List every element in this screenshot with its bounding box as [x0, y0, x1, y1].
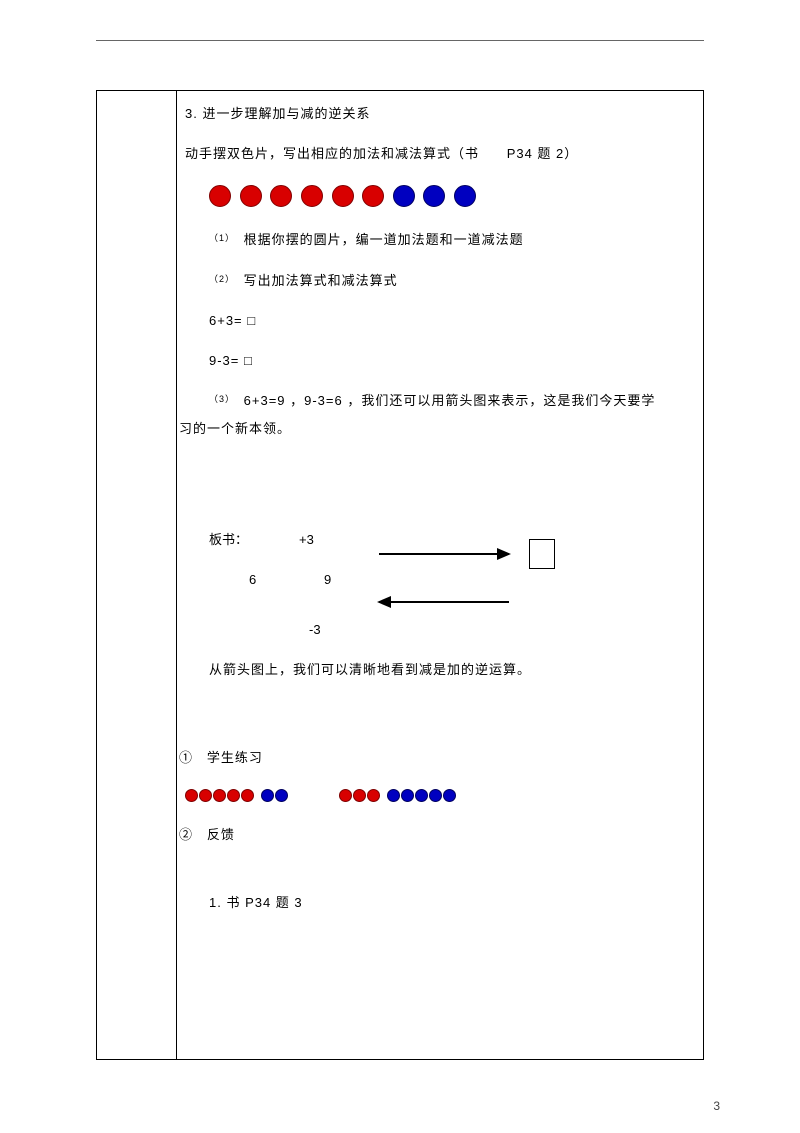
- board-diagram: 板书： +3 6 9 -3: [209, 531, 687, 661]
- dot-red: [213, 789, 226, 802]
- dot-blue: [401, 789, 414, 802]
- dot-blue: [261, 789, 274, 802]
- feedback-text: 反馈: [207, 827, 235, 842]
- feedback-num: ②: [179, 827, 193, 842]
- circle-group-2: [339, 789, 457, 802]
- disc-red: [362, 185, 384, 207]
- q1-text: 根据你摆的圆片，编一道加法题和一道减法题: [244, 232, 524, 247]
- q2-line: （2） 写出加法算式和减法算式: [209, 272, 687, 290]
- n9-label: 9: [324, 571, 331, 589]
- dot-red: [241, 789, 254, 802]
- q2-text: 写出加法算式和减法算式: [244, 273, 398, 288]
- feedback-heading: ② 反馈: [179, 826, 687, 844]
- content-table: 3. 进一步理解加与减的逆关系 动手摆双色片，写出相应的加法和减法算式（书 P3…: [96, 90, 704, 1060]
- practice-num: ①: [179, 750, 193, 765]
- circle-group-1: [185, 789, 289, 802]
- right-column: 3. 进一步理解加与减的逆关系 动手摆双色片，写出相应的加法和减法算式（书 P3…: [177, 91, 703, 1059]
- dot-blue: [387, 789, 400, 802]
- intro-a: 动手摆双色片，写出相应的加法和减法算式（书: [185, 146, 479, 161]
- box-shape: [529, 539, 555, 569]
- q2-num: （2）: [209, 274, 235, 284]
- q1-line: （1） 根据你摆的圆片，编一道加法题和一道减法题: [209, 231, 687, 249]
- disc-blue: [423, 185, 445, 207]
- q3-num: （3）: [209, 394, 235, 404]
- arrow-right: [379, 553, 509, 555]
- practice-heading: ① 学生练习: [179, 749, 687, 767]
- practice-text: 学生练习: [207, 750, 263, 765]
- circle-row-main: [209, 185, 687, 207]
- dot-red: [185, 789, 198, 802]
- section-heading: 3. 进一步理解加与减的逆关系: [185, 105, 687, 123]
- q1-num: （1）: [209, 233, 235, 243]
- disc-red: [240, 185, 262, 207]
- dot-blue: [415, 789, 428, 802]
- page-number: 3: [713, 1098, 720, 1115]
- dot-red: [339, 789, 352, 802]
- dot-blue: [443, 789, 456, 802]
- disc-red: [301, 185, 323, 207]
- left-column: [97, 91, 177, 1059]
- ref-line: 1. 书 P34 题 3: [209, 894, 687, 912]
- dot-red: [367, 789, 380, 802]
- spacer: [185, 701, 687, 749]
- dot-blue: [429, 789, 442, 802]
- disc-blue: [393, 185, 415, 207]
- disc-red: [209, 185, 231, 207]
- arrow-left: [379, 601, 509, 603]
- q3-text: 6+3=9 ，9-3=6 ，我们还可以用箭头图来表示，这是我们今天要学: [244, 393, 656, 408]
- q3b-line: 习的一个新本领。: [179, 420, 687, 438]
- eq1: 6+3= □: [209, 312, 687, 330]
- intro-line: 动手摆双色片，写出相应的加法和减法算式（书 P34 题 2）: [185, 145, 687, 163]
- conclusion: 从箭头图上，我们可以清晰地看到减是加的逆运算。: [209, 661, 687, 679]
- dot-red: [227, 789, 240, 802]
- spacer: [185, 461, 687, 531]
- disc-blue: [454, 185, 476, 207]
- eq2: 9-3= □: [209, 352, 687, 370]
- spacer: [185, 866, 687, 894]
- n6-label: 6: [249, 571, 256, 589]
- disc-red: [332, 185, 354, 207]
- disc-red: [270, 185, 292, 207]
- minus3-label: -3: [309, 621, 321, 639]
- board-label: 板书：: [209, 531, 248, 549]
- dot-red: [353, 789, 366, 802]
- dot-blue: [275, 789, 288, 802]
- q3-line: （3） 6+3=9 ，9-3=6 ，我们还可以用箭头图来表示，这是我们今天要学: [209, 392, 687, 410]
- header-rule: [96, 40, 704, 41]
- small-circles-row: [185, 789, 687, 802]
- plus3-label: +3: [299, 531, 314, 549]
- intro-b: P34 题 2）: [507, 146, 579, 161]
- dot-red: [199, 789, 212, 802]
